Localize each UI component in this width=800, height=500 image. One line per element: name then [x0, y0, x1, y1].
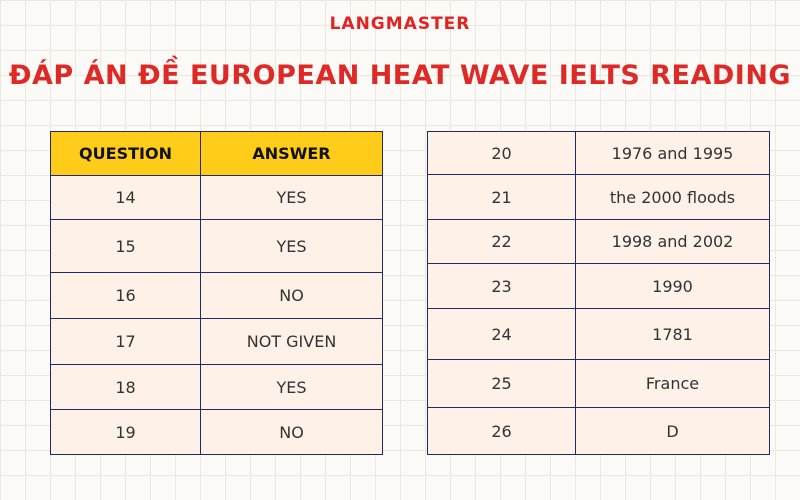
- answer-table-right: 20 1976 and 1995 21 the 2000 floods 22 1…: [427, 131, 770, 455]
- answer-cell: NO: [200, 272, 383, 319]
- answer-cell: 1998 and 2002: [575, 219, 770, 264]
- answer-cell: YES: [200, 364, 383, 410]
- table-row: 26 D: [427, 407, 770, 455]
- answer-cell: 1976 and 1995: [575, 131, 770, 175]
- answer-cell: 1781: [575, 308, 770, 360]
- question-number: 19: [50, 409, 201, 455]
- answer-cell: the 2000 floods: [575, 174, 770, 220]
- answer-table-left: QUESTION ANSWER 14 YES 15 YES 16 NO 17 N…: [50, 131, 383, 455]
- table-row: 16 NO: [50, 272, 383, 319]
- answer-cell: D: [575, 407, 770, 455]
- answer-cell: YES: [200, 175, 383, 220]
- page-title: ĐÁP ÁN ĐỀ EUROPEAN HEAT WAVE IELTS READI…: [8, 60, 792, 91]
- question-number: 23: [427, 263, 576, 309]
- table-header-row: QUESTION ANSWER: [50, 131, 383, 176]
- question-number: 16: [50, 272, 201, 319]
- question-number: 24: [427, 308, 576, 360]
- table-row: 14 YES: [50, 175, 383, 220]
- brand-logo: LANGMASTER: [329, 14, 471, 34]
- question-number: 26: [427, 407, 576, 455]
- column-header-answer: ANSWER: [200, 131, 383, 176]
- answer-cell: YES: [200, 219, 383, 273]
- question-number: 15: [50, 219, 201, 273]
- question-number: 14: [50, 175, 201, 220]
- question-number: 20: [427, 131, 576, 175]
- table-row: 21 the 2000 floods: [427, 174, 770, 220]
- answer-cell: NO: [200, 409, 383, 455]
- table-row: 25 France: [427, 359, 770, 408]
- column-header-question: QUESTION: [50, 131, 201, 176]
- table-row: 22 1998 and 2002: [427, 219, 770, 264]
- answer-cell: France: [575, 359, 770, 408]
- question-number: 21: [427, 174, 576, 220]
- table-row: 23 1990: [427, 263, 770, 309]
- table-row: 18 YES: [50, 364, 383, 410]
- table-row: 24 1781: [427, 308, 770, 360]
- answer-cell: NOT GIVEN: [200, 318, 383, 365]
- question-number: 17: [50, 318, 201, 365]
- table-row: 17 NOT GIVEN: [50, 318, 383, 365]
- table-row: 20 1976 and 1995: [427, 131, 770, 175]
- answer-cell: 1990: [575, 263, 770, 309]
- question-number: 18: [50, 364, 201, 410]
- question-number: 25: [427, 359, 576, 408]
- question-number: 22: [427, 219, 576, 264]
- table-row: 15 YES: [50, 219, 383, 273]
- table-row: 19 NO: [50, 409, 383, 455]
